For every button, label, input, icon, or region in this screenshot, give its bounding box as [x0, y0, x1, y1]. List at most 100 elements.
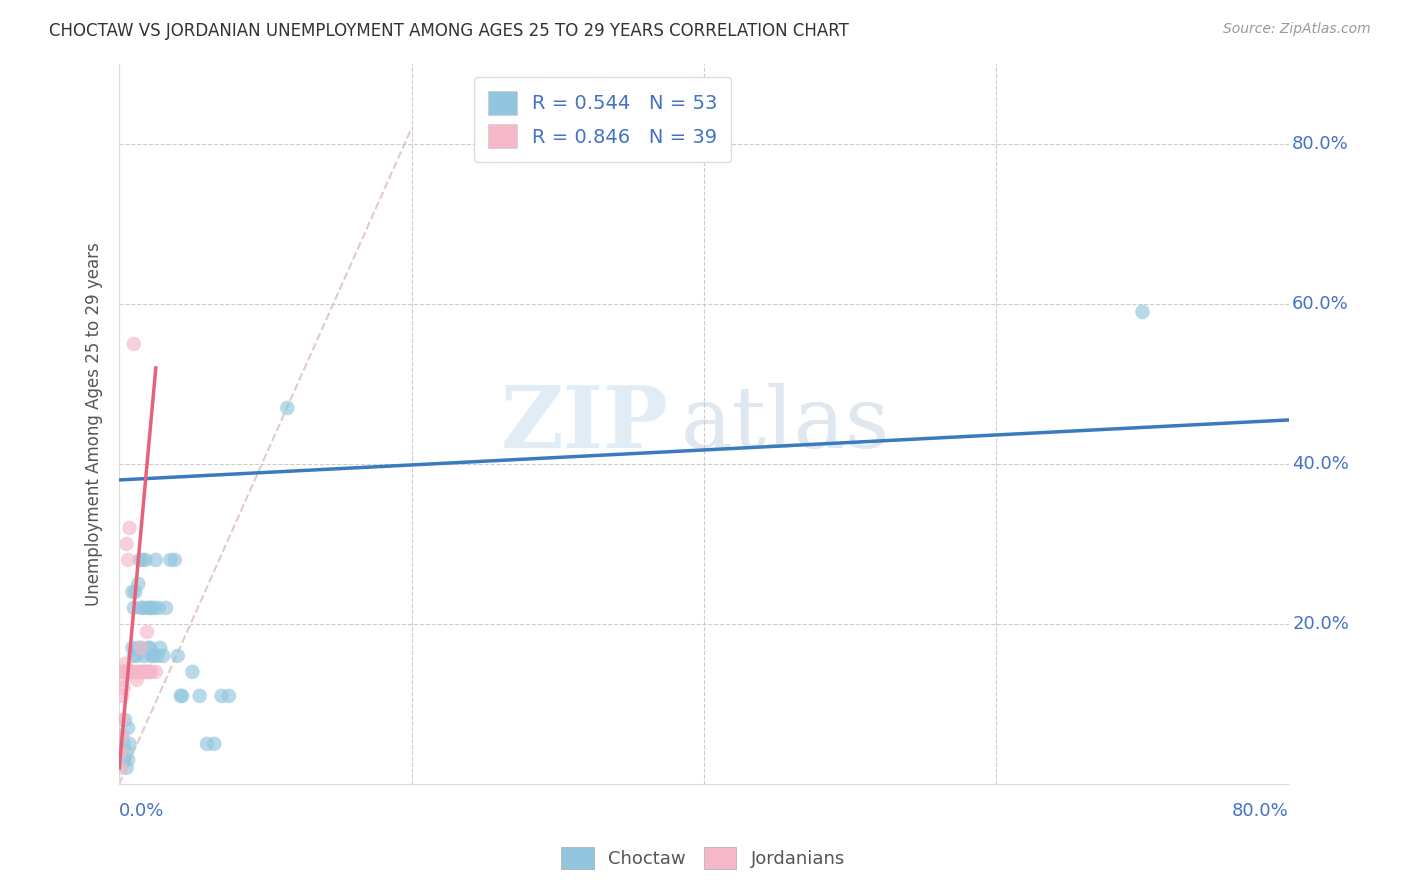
Point: [121, 585, 143, 599]
Point: [114, 665, 136, 679]
Point: [120, 665, 142, 679]
Point: [149, 640, 172, 655]
Point: [139, 640, 162, 655]
Point: [142, 648, 165, 663]
Point: [115, 665, 138, 679]
Text: 20.0%: 20.0%: [1292, 615, 1350, 633]
Point: [131, 601, 153, 615]
Point: [120, 665, 142, 679]
Point: [122, 601, 145, 615]
Point: [131, 553, 153, 567]
Point: [143, 601, 166, 615]
Point: [169, 689, 191, 703]
Point: [135, 665, 157, 679]
Text: 40.0%: 40.0%: [1292, 455, 1350, 473]
Point: [141, 601, 163, 615]
Point: [114, 713, 136, 727]
Point: [115, 537, 138, 551]
Point: [218, 689, 240, 703]
Point: [127, 665, 149, 679]
Point: [115, 761, 138, 775]
Text: 80.0%: 80.0%: [1292, 135, 1348, 153]
Point: [146, 648, 169, 663]
Point: [152, 648, 174, 663]
Point: [136, 624, 159, 639]
Point: [128, 665, 150, 679]
Point: [127, 640, 149, 655]
Point: [124, 585, 146, 599]
Point: [111, 729, 134, 743]
Legend: Choctaw, Jordanians: Choctaw, Jordanians: [553, 838, 853, 879]
Point: [112, 665, 135, 679]
Point: [115, 745, 138, 759]
Point: [138, 640, 160, 655]
Point: [141, 665, 163, 679]
Point: [172, 689, 194, 703]
Point: [136, 665, 159, 679]
Point: [202, 737, 225, 751]
Point: [112, 737, 135, 751]
Point: [139, 665, 162, 679]
Point: [110, 745, 132, 759]
Point: [112, 753, 135, 767]
Point: [128, 553, 150, 567]
Point: [134, 665, 156, 679]
Legend: R = 0.544   N = 53, R = 0.846   N = 39: R = 0.544 N = 53, R = 0.846 N = 39: [474, 78, 731, 161]
Point: [145, 553, 167, 567]
Text: 80.0%: 80.0%: [1232, 802, 1289, 820]
Point: [117, 665, 139, 679]
Point: [136, 601, 159, 615]
Point: [122, 648, 145, 663]
Point: [188, 689, 211, 703]
Point: [155, 601, 177, 615]
Point: [111, 729, 134, 743]
Point: [166, 648, 188, 663]
Text: atlas: atlas: [681, 383, 890, 466]
Point: [1132, 305, 1154, 319]
Point: [111, 713, 134, 727]
Point: [117, 721, 139, 735]
Point: [110, 761, 132, 775]
Point: [121, 640, 143, 655]
Point: [129, 665, 152, 679]
Point: [115, 665, 138, 679]
Point: [125, 648, 148, 663]
Point: [114, 657, 136, 671]
Point: [195, 737, 218, 751]
Point: [112, 681, 135, 695]
Point: [211, 689, 233, 703]
Point: [148, 601, 170, 615]
Point: [145, 665, 167, 679]
Point: [120, 665, 142, 679]
Point: [118, 737, 141, 751]
Point: [118, 665, 141, 679]
Point: [117, 553, 139, 567]
Point: [129, 601, 152, 615]
Text: ZIP: ZIP: [501, 382, 669, 466]
Text: 0.0%: 0.0%: [120, 802, 165, 820]
Point: [111, 689, 134, 703]
Point: [121, 665, 143, 679]
Point: [118, 521, 141, 535]
Point: [139, 601, 162, 615]
Point: [122, 337, 145, 351]
Point: [129, 640, 152, 655]
Text: Source: ZipAtlas.com: Source: ZipAtlas.com: [1223, 22, 1371, 37]
Y-axis label: Unemployment Among Ages 25 to 29 years: Unemployment Among Ages 25 to 29 years: [86, 242, 103, 606]
Point: [181, 665, 204, 679]
Point: [127, 577, 149, 591]
Point: [138, 665, 160, 679]
Text: CHOCTAW VS JORDANIAN UNEMPLOYMENT AMONG AGES 25 TO 29 YEARS CORRELATION CHART: CHOCTAW VS JORDANIAN UNEMPLOYMENT AMONG …: [49, 22, 849, 40]
Point: [159, 553, 181, 567]
Point: [276, 401, 298, 415]
Point: [129, 640, 152, 655]
Point: [135, 553, 157, 567]
Point: [114, 665, 136, 679]
Point: [163, 553, 186, 567]
Point: [131, 665, 153, 679]
Point: [110, 745, 132, 759]
Point: [111, 673, 134, 687]
Text: 60.0%: 60.0%: [1292, 295, 1348, 313]
Point: [141, 648, 163, 663]
Point: [117, 753, 139, 767]
